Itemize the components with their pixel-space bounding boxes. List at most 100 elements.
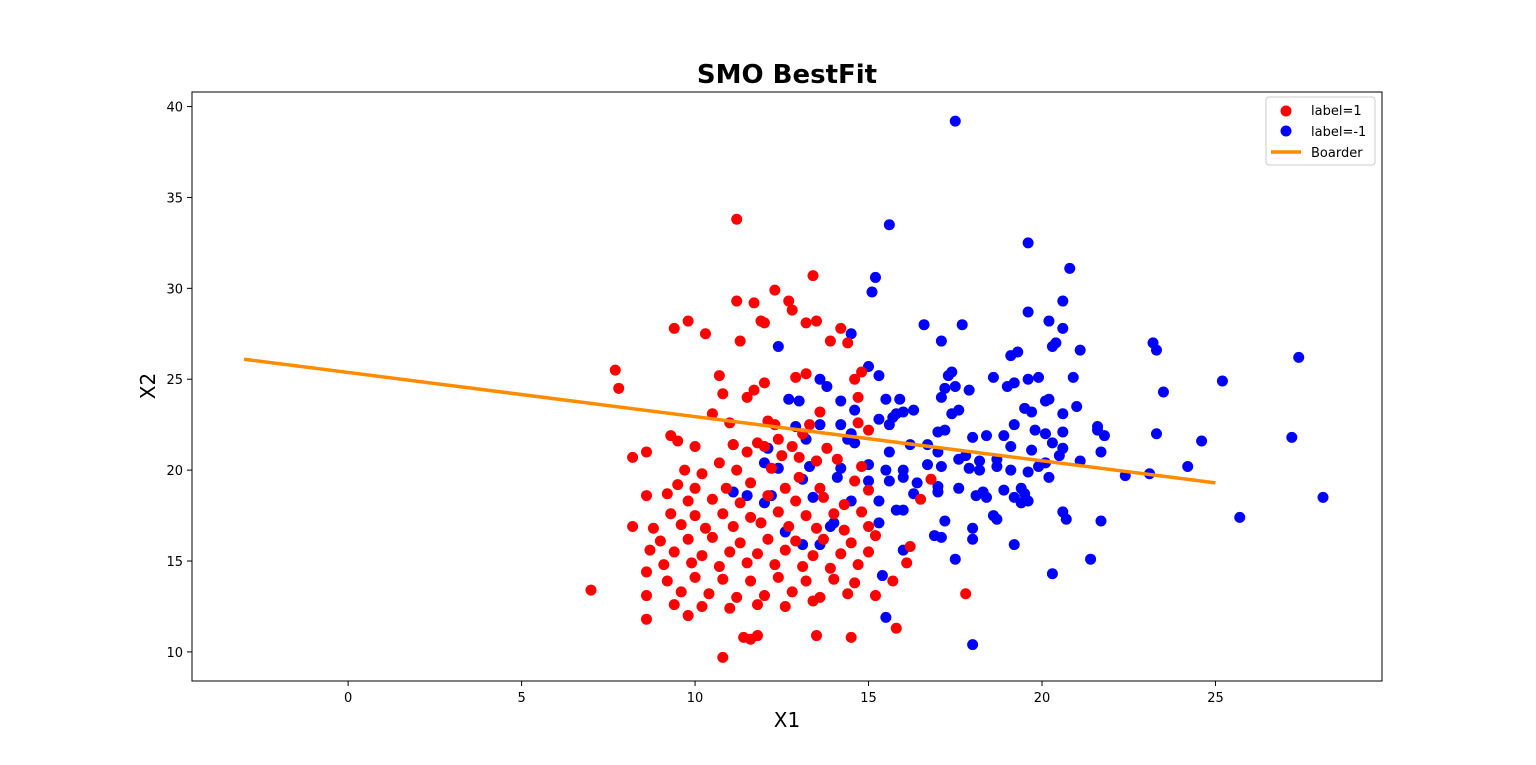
data-point-label-1	[824, 562, 836, 574]
data-point-label-neg1	[876, 570, 888, 582]
y-tick-label: 15	[166, 555, 183, 570]
data-point-label-1	[745, 511, 757, 523]
data-point-label-1	[699, 328, 711, 340]
data-point-label-1	[762, 490, 774, 502]
data-point-label-1	[845, 537, 857, 549]
data-point-label-1	[776, 450, 788, 462]
data-point-label-1	[627, 520, 639, 532]
y-tick-label: 25	[166, 373, 183, 388]
data-point-label-1	[779, 544, 791, 556]
x-tick-label: 0	[344, 691, 352, 706]
plot-area	[191, 91, 1383, 682]
data-point-label-1	[856, 366, 868, 378]
data-point-label-1	[814, 482, 826, 494]
data-point-label-1	[904, 540, 916, 552]
data-point-label-1	[731, 213, 743, 225]
data-point-label-neg1	[935, 391, 947, 403]
data-point-label-neg1	[953, 453, 965, 465]
y-tick-label: 40	[166, 101, 183, 116]
data-point-label-1	[807, 550, 819, 562]
data-point-label-neg1	[935, 335, 947, 347]
data-point-label-1	[810, 315, 822, 327]
data-point-label-1	[713, 560, 725, 572]
data-point-label-1	[689, 482, 701, 494]
data-point-label-neg1	[1029, 424, 1041, 436]
data-point-label-neg1	[942, 370, 954, 382]
data-point-label-neg1	[873, 517, 885, 529]
data-point-label-neg1	[880, 393, 892, 405]
data-point-label-neg1	[883, 446, 895, 458]
data-point-label-neg1	[1196, 435, 1208, 447]
data-point-label-neg1	[974, 464, 986, 476]
data-point-label-1	[640, 566, 652, 578]
data-point-label-1	[772, 506, 784, 518]
data-point-label-neg1	[845, 328, 857, 340]
y-tick-label: 35	[166, 191, 183, 206]
data-point-label-1	[689, 510, 701, 522]
data-point-label-1	[627, 451, 639, 463]
data-point-label-neg1	[887, 411, 899, 423]
data-point-label-neg1	[849, 404, 861, 416]
data-point-label-neg1	[866, 286, 878, 298]
data-point-label-1	[835, 322, 847, 334]
data-point-label-1	[752, 599, 764, 611]
data-point-label-neg1	[1033, 371, 1045, 383]
data-point-label-neg1	[894, 393, 906, 405]
y-tick-label: 30	[166, 282, 183, 297]
data-point-label-neg1	[908, 404, 920, 416]
data-point-label-1	[807, 595, 819, 607]
data-point-label-neg1	[963, 384, 975, 396]
data-point-label-neg1	[1022, 237, 1034, 249]
data-point-label-neg1	[1008, 377, 1020, 389]
data-point-label-neg1	[1216, 375, 1228, 387]
data-point-label-1	[863, 520, 875, 532]
data-point-label-1	[863, 424, 875, 436]
data-point-label-neg1	[946, 408, 958, 420]
data-point-label-neg1	[835, 395, 847, 407]
data-point-label-1	[745, 633, 757, 645]
data-point-label-neg1	[935, 460, 947, 472]
data-point-label-neg1	[1317, 491, 1329, 503]
data-point-label-1	[717, 651, 729, 663]
plot-frame	[191, 91, 1383, 682]
data-point-label-neg1	[991, 460, 1003, 472]
data-point-label-neg1	[883, 219, 895, 231]
data-point-label-1	[734, 537, 746, 549]
data-point-label-1	[748, 297, 760, 309]
data-point-label-1	[869, 590, 881, 602]
data-point-label-neg1	[1182, 460, 1194, 472]
data-point-label-neg1	[956, 319, 968, 331]
data-point-label-neg1	[1046, 568, 1058, 580]
data-point-label-1	[838, 499, 850, 511]
data-point-label-1	[731, 295, 743, 307]
data-point-label-1	[887, 575, 899, 587]
data-point-label-1	[790, 495, 802, 507]
data-point-label-1	[647, 522, 659, 534]
data-point-label-1	[772, 433, 784, 445]
data-point-label-neg1	[953, 482, 965, 494]
data-point-label-1	[734, 497, 746, 509]
data-point-label-1	[706, 408, 718, 420]
data-point-label-1	[734, 335, 746, 347]
data-point-label-neg1	[863, 475, 875, 487]
data-point-label-1	[679, 464, 691, 476]
data-point-label-1	[672, 435, 684, 447]
data-point-label-neg1	[897, 406, 909, 418]
x-axis-label: X1	[774, 708, 800, 732]
legend-marker-label-1	[1280, 105, 1292, 117]
data-point-label-1	[828, 573, 840, 585]
data-point-label-1	[793, 471, 805, 483]
data-point-label-1	[769, 284, 781, 296]
data-point-label-neg1	[897, 471, 909, 483]
data-point-label-1	[786, 586, 798, 598]
data-point-label-neg1	[1150, 428, 1162, 440]
data-point-label-neg1	[828, 517, 840, 529]
data-point-label-1	[713, 370, 725, 382]
y-axis: 10 15 20 25 30 35 40	[166, 101, 192, 661]
data-point-label-neg1	[1012, 346, 1024, 358]
data-point-label-neg1	[939, 382, 951, 394]
x-tick-label: 15	[860, 691, 877, 706]
data-point-label-1	[654, 535, 666, 547]
data-point-label-1	[755, 517, 767, 529]
data-point-label-neg1	[1150, 344, 1162, 356]
